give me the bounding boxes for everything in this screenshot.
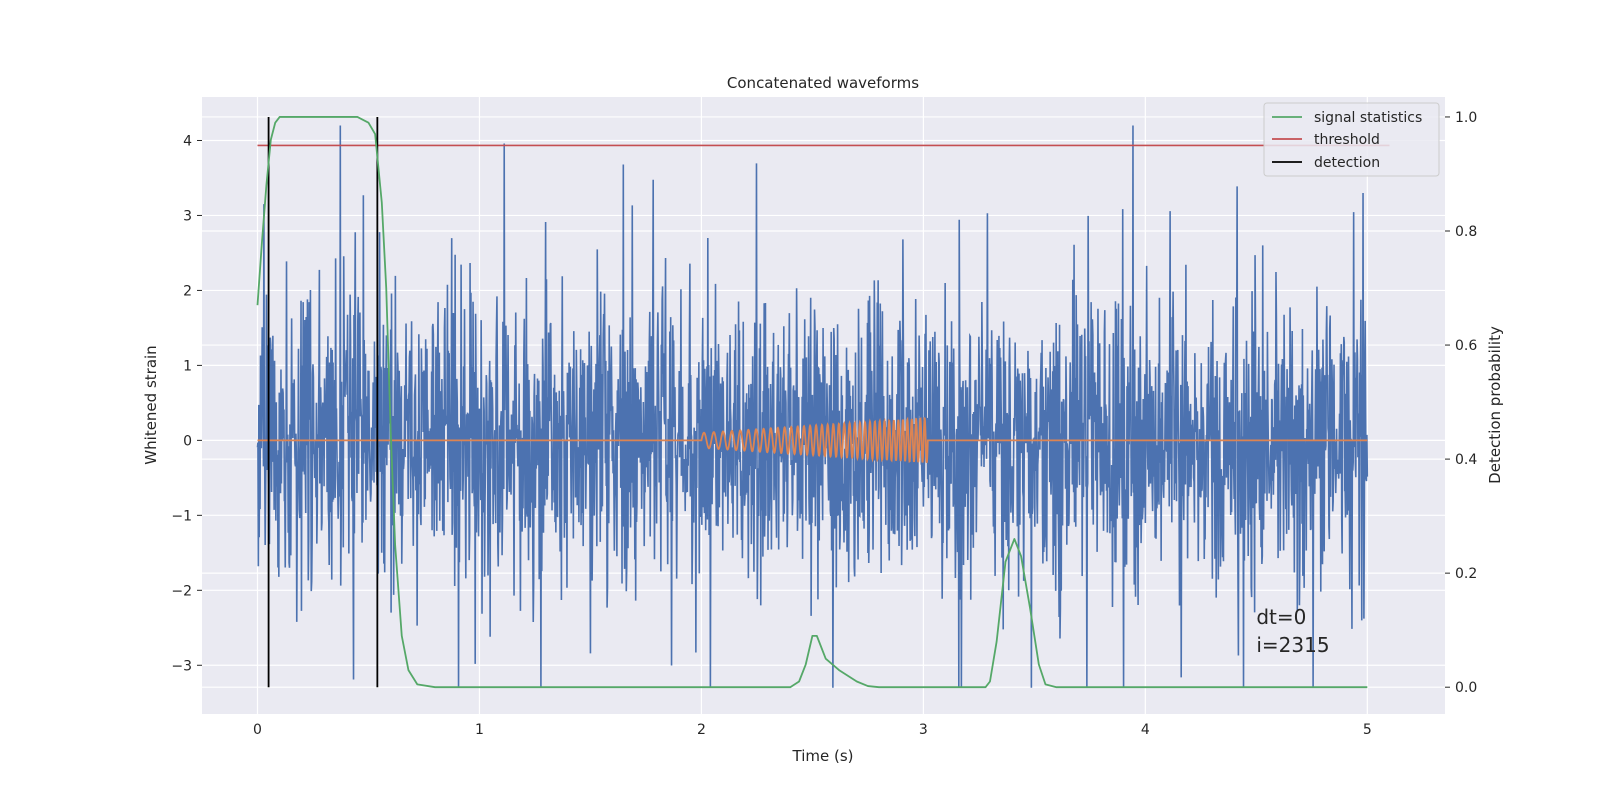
x-tick-label: 4	[1141, 722, 1150, 738]
annotation-i: i=2315	[1256, 633, 1329, 657]
x-tick-label: 2	[697, 722, 706, 738]
y-tick-label: −2	[171, 583, 192, 599]
x-tick-label: 5	[1363, 722, 1372, 738]
series-layer	[256, 116, 1390, 689]
y-tick-label: 3	[183, 208, 192, 224]
x-tick-label: 1	[475, 722, 484, 738]
y-tick-label: 0	[183, 433, 192, 449]
y-tick-label: 2	[183, 283, 192, 299]
y2-tick-label: 0.4	[1455, 452, 1477, 468]
legend-label-threshold: threshold	[1314, 132, 1380, 148]
y2-tick-label: 0.6	[1455, 338, 1477, 354]
tick-labels: 0 1 2 3 4 5 −3 −2 −1 0 1 2 3 4 0.0 0.2 0.4 0.6 0.8 1.0	[171, 110, 1477, 738]
series-whitened-strain	[256, 125, 1369, 688]
y-tick-label: 1	[183, 358, 192, 374]
y-tick-label: 4	[183, 133, 192, 149]
legend-label-detection: detection	[1314, 155, 1380, 171]
legend-box	[1263, 102, 1440, 177]
y-axis-label: Whitened strain	[142, 345, 160, 464]
y2-tick-label: 0.8	[1455, 224, 1477, 240]
series-injected-signal	[257, 416, 1368, 463]
x-tick-label: 0	[253, 722, 262, 738]
annotation-dt: dt=0	[1256, 605, 1306, 629]
series-signal-statistics	[256, 116, 1368, 689]
y-tick-label: −3	[171, 658, 192, 674]
y2-tick-label: 0.0	[1455, 680, 1477, 696]
y2-tick-label: 0.2	[1455, 566, 1477, 582]
legend-label-signal-statistics: signal statistics	[1314, 110, 1422, 126]
x-tick-label: 3	[919, 722, 928, 738]
y2-axis-label: Detection probability	[1486, 326, 1504, 484]
x-axis-label: Time (s)	[792, 747, 854, 765]
chart-title: Concatenated waveforms	[727, 74, 919, 92]
y-tick-label: −1	[171, 508, 192, 524]
legend: signal statistics threshold detection	[1263, 102, 1440, 177]
y2-tick-label: 1.0	[1455, 110, 1477, 126]
